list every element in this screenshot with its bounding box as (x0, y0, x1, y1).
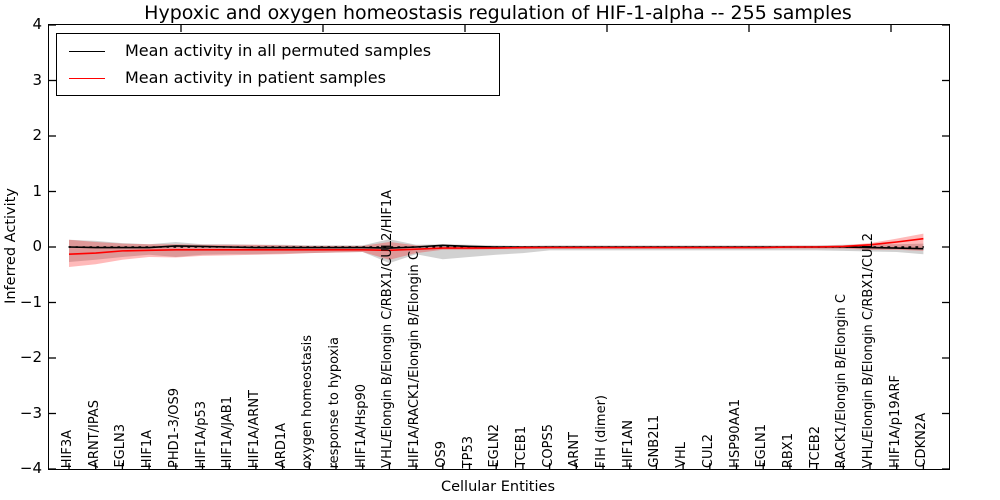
legend-item: Mean activity in patient samples (57, 68, 499, 88)
y-tick-label: 3 (32, 70, 42, 89)
x-axis-label: Cellular Entities (440, 479, 556, 495)
y-tick-label: −2 (19, 348, 42, 366)
x-tick-label: CDKN2A (914, 413, 930, 468)
x-tick-label: OS9 (433, 441, 449, 468)
x-tick-label: VHL/Elongin B/Elongin C/RBX1/CUL2 (861, 232, 876, 468)
x-tick-label: HIF1A/ARNT (246, 389, 262, 468)
x-tick-label: ARNT (567, 432, 583, 468)
legend-item-label: Mean activity in patient samples (125, 68, 386, 87)
x-tick-label: oxygen homeostasis (300, 334, 316, 468)
x-tick-label: VHL (674, 442, 690, 468)
y-tick-label: 0 (32, 237, 42, 255)
x-tick-label: TCEB2 (807, 426, 823, 468)
x-tick-label: TP53 (460, 435, 476, 468)
legend: Mean activity in all permuted samples Mea… (56, 33, 500, 96)
y-tick-label: −1 (19, 292, 42, 311)
y-tick-label: 2 (32, 126, 42, 144)
x-tick-label: HIF3A (60, 429, 75, 468)
legend-line-permuted (69, 50, 105, 52)
plot-area (48, 24, 950, 470)
y-tick-label: 4 (32, 15, 42, 33)
x-tick-label: HSP90AA1 (727, 399, 743, 468)
x-tick-label: ARNT/IPAS (86, 400, 102, 468)
x-tick-label: FIH (dimer) (594, 394, 609, 468)
legend-item: Mean activity in all permuted samples (57, 41, 499, 61)
x-tick-label: RACK1/Elongin B/Elongin C (834, 293, 850, 468)
x-tick-label: PHD1-3/OS9 (166, 388, 182, 468)
y-tick-label: −4 (19, 459, 42, 477)
x-tick-label: HIF1A (140, 429, 156, 468)
x-tick-label: HIF1A/p19ARF (887, 375, 903, 468)
x-tick-label: EGLN2 (487, 424, 503, 468)
x-tick-label: ARD1A (273, 422, 289, 468)
x-tick-label: EGLN3 (113, 424, 129, 468)
x-tick-label: HIF1A/Hsp90 (353, 384, 369, 468)
x-tick-label: HIF1A/JAB1 (220, 395, 236, 468)
axis-tick-marks (49, 25, 949, 469)
x-tick-label: HIF1AN (620, 420, 636, 468)
x-tick-label: RBX1 (780, 432, 796, 468)
x-tick-label: HIF1A/RACK1/Elongin B/Elongin C (407, 251, 423, 468)
permuted-band (69, 239, 924, 264)
x-tick-label: EGLN1 (754, 424, 770, 468)
y-tick-label: 1 (32, 181, 42, 200)
patient-mean-line (68, 237, 924, 256)
x-tick-label: VHL/Elongin B/Elongin C/RBX1/CUL2/HIF1A (380, 190, 396, 468)
chart-title: Hypoxic and oxygen homeostasis regulatio… (144, 2, 852, 24)
plot-canvas (49, 25, 949, 469)
y-tick-label: −3 (19, 403, 42, 422)
x-tick-label: HIF1A/p53 (193, 400, 209, 468)
x-tick-label: GNB2L1 (647, 415, 663, 468)
x-tick-label: COPS5 (540, 424, 556, 468)
legend-item-label: Mean activity in all permuted samples (125, 41, 432, 60)
x-tick-label: TCEB1 (513, 426, 529, 468)
legend-line-patient (69, 77, 105, 79)
x-tick-label: CUL2 (700, 433, 716, 468)
x-tick-label: response to hypoxia (327, 336, 342, 468)
